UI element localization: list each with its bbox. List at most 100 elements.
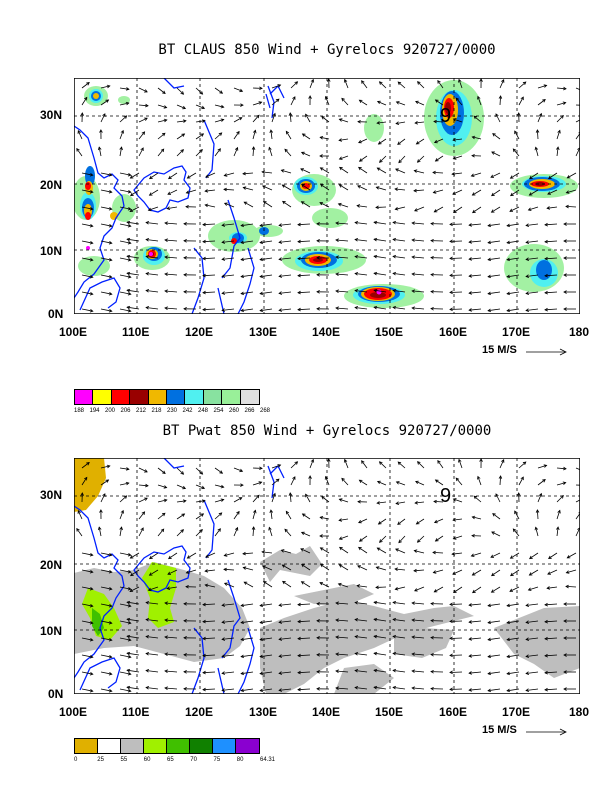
wind-vector (472, 516, 482, 520)
wind-vector (224, 172, 235, 176)
wind-vector (335, 653, 349, 656)
wind-vector-head (357, 119, 361, 124)
wind-vector (361, 80, 368, 89)
wind-vector-head (258, 101, 263, 105)
wind-vector-head (343, 78, 348, 83)
wind-vector (547, 206, 558, 209)
wind-vector (556, 510, 561, 520)
wind-vector-head (281, 564, 286, 568)
wind-vector (119, 87, 129, 90)
bottom-ref-vector-arrow (526, 728, 567, 736)
wind-vector-head (563, 653, 567, 657)
top-ytick-30n: 30N (40, 108, 63, 122)
wind-vector-head (147, 587, 152, 592)
wind-vector-head (341, 477, 345, 482)
wind-vector (119, 189, 131, 193)
bottom-xtick-130e: 130E (249, 705, 278, 719)
wind-vector (214, 528, 221, 537)
wind-vector-head (120, 129, 124, 134)
wind-vector-head (183, 273, 187, 277)
wind-vector (397, 461, 406, 469)
wind-vector-head (186, 555, 191, 559)
wind-vector (341, 478, 349, 486)
wind-vector-head (544, 670, 548, 675)
wind-vector-head (468, 223, 472, 227)
wind-vector-head (471, 515, 476, 520)
wind-vector (81, 97, 88, 106)
wind-vector (176, 133, 185, 140)
wind-vector (355, 687, 368, 690)
wind-vector-head (125, 87, 130, 91)
wind-vector (320, 516, 330, 520)
wind-vector (575, 119, 580, 123)
wind-vector-head (538, 492, 543, 497)
wind-vector (164, 619, 178, 622)
wind-vector-head (343, 458, 348, 463)
wind-vector (512, 148, 520, 157)
wind-vector-head (259, 603, 264, 608)
wind-vector-head (414, 500, 418, 505)
colorbar-label: 65 (167, 757, 174, 763)
wind-vector (414, 586, 425, 592)
wind-vector-head (392, 288, 397, 293)
wind-vector (271, 113, 276, 123)
wind-vector (233, 497, 242, 503)
wind-vector-head (433, 139, 438, 144)
wind-vector-head (186, 175, 191, 179)
colorbar-swatch (121, 739, 144, 753)
wind-vector (449, 620, 463, 622)
wind-vector (544, 654, 558, 657)
wind-vector-head (164, 601, 168, 606)
wind-vector-head (338, 118, 343, 122)
wind-vector-head (268, 146, 272, 151)
wind-vector (289, 112, 292, 123)
wind-vector (393, 239, 406, 242)
wind-vector (205, 569, 216, 572)
wind-vector (98, 527, 102, 537)
wind-vector-head (395, 481, 400, 485)
wind-vector-head (223, 582, 228, 586)
wind-vector (241, 620, 254, 624)
wind-vector-head (164, 221, 168, 226)
wind-vector (452, 172, 463, 175)
wind-vector (374, 221, 387, 225)
wind-vector (412, 290, 425, 293)
wind-vector (297, 240, 311, 243)
wind-vector (335, 619, 349, 622)
wind-vector (488, 603, 501, 607)
wind-vector-head (455, 97, 460, 102)
wind-vector-head (338, 138, 343, 142)
colorbar-label: 75 (213, 757, 221, 763)
wind-vector (435, 479, 444, 486)
wind-vector-head (240, 274, 245, 279)
wind-vector-head (394, 187, 398, 192)
wind-vector (507, 603, 520, 607)
colorbar-swatch (203, 390, 223, 404)
wind-vector (526, 688, 539, 691)
wind-vector (575, 512, 580, 520)
wind-vector (417, 81, 425, 89)
wind-vector (129, 206, 140, 212)
wind-vector (556, 115, 564, 123)
wind-vector (357, 585, 368, 588)
wind-vector (205, 552, 216, 558)
wind-vector (412, 273, 425, 276)
wind-vector-head (490, 589, 495, 593)
wind-vector (544, 671, 558, 674)
wind-vector-head (278, 308, 283, 312)
wind-vector-head (563, 273, 567, 277)
wind-vector-head (543, 84, 548, 88)
wind-vector (537, 479, 546, 486)
wind-vector (100, 172, 112, 176)
wind-vector (469, 257, 482, 260)
wind-vector-head (433, 209, 438, 213)
wind-vector (374, 686, 387, 690)
wind-vector-head (358, 479, 363, 483)
wind-vector-head (242, 551, 246, 556)
wind-vector-head (234, 146, 239, 151)
wind-vector (146, 307, 159, 310)
wind-vector-head (108, 586, 113, 591)
wind-vector (202, 240, 216, 243)
wind-vector-head (127, 552, 132, 557)
wind-vector-head (268, 526, 272, 531)
